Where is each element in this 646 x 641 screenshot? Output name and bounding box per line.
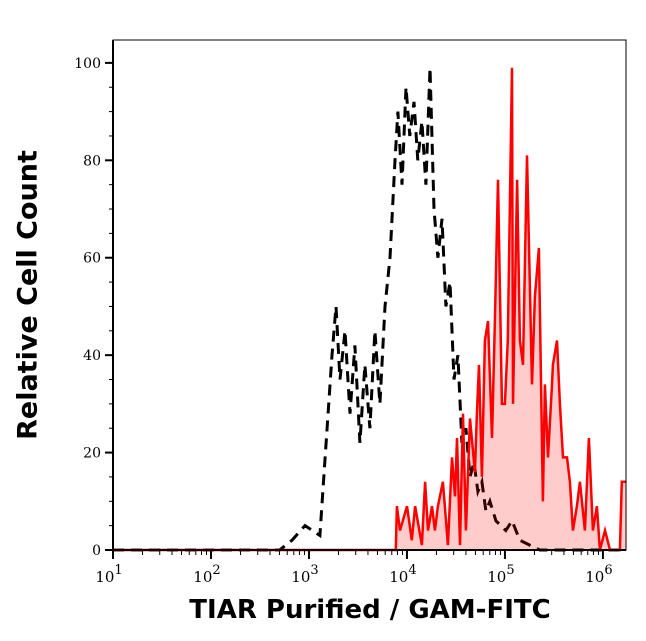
- series-layer: [113, 67, 626, 552]
- x-tick-exponent: 5: [506, 563, 514, 578]
- sample-histogram-fill: [113, 67, 626, 551]
- sample-histogram-line: [113, 67, 626, 552]
- y-tick-label: 100: [74, 56, 101, 72]
- x-tick-exponent: 6: [604, 563, 612, 578]
- y-axis-label: Relative Cell Count: [12, 150, 44, 440]
- x-tick-label: 106: [585, 563, 612, 586]
- y-tick-label: 80: [83, 153, 101, 169]
- x-tick-exponent: 2: [212, 563, 220, 578]
- x-tick-exponent: 3: [310, 563, 318, 578]
- x-tick-exponent: 4: [408, 563, 416, 578]
- x-tick-label: 105: [487, 563, 514, 586]
- x-tick-label: 104: [389, 563, 416, 586]
- x-tick-label: 101: [95, 563, 122, 586]
- x-tick-label: 102: [193, 563, 220, 586]
- y-tick-label: 20: [83, 446, 101, 462]
- x-tick-label: 103: [291, 563, 318, 586]
- y-tick-label: 40: [83, 348, 101, 364]
- x-tick-exponent: 1: [114, 563, 122, 578]
- y-tick-label: 60: [83, 251, 101, 267]
- x-axis-label: TIAR Purified / GAM-FITC: [189, 595, 551, 625]
- y-tick-label: 0: [92, 543, 101, 559]
- control-histogram-line: [113, 67, 626, 552]
